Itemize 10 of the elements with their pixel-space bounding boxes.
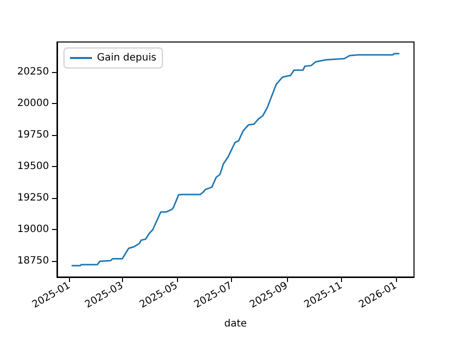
y-tick-label: 20250 xyxy=(17,66,49,78)
y-tick-label: 19500 xyxy=(17,161,49,172)
legend-label: Gain depuis xyxy=(97,52,156,64)
y-tick-label: 19250 xyxy=(17,192,49,204)
x-axis-title: date xyxy=(224,318,247,330)
y-tick-label: 19750 xyxy=(17,130,49,141)
y-tick-label: 20000 xyxy=(17,98,49,110)
y-tick-label: 18750 xyxy=(17,256,49,267)
y-tick-label: 19000 xyxy=(17,224,49,236)
line-series xyxy=(71,52,400,266)
